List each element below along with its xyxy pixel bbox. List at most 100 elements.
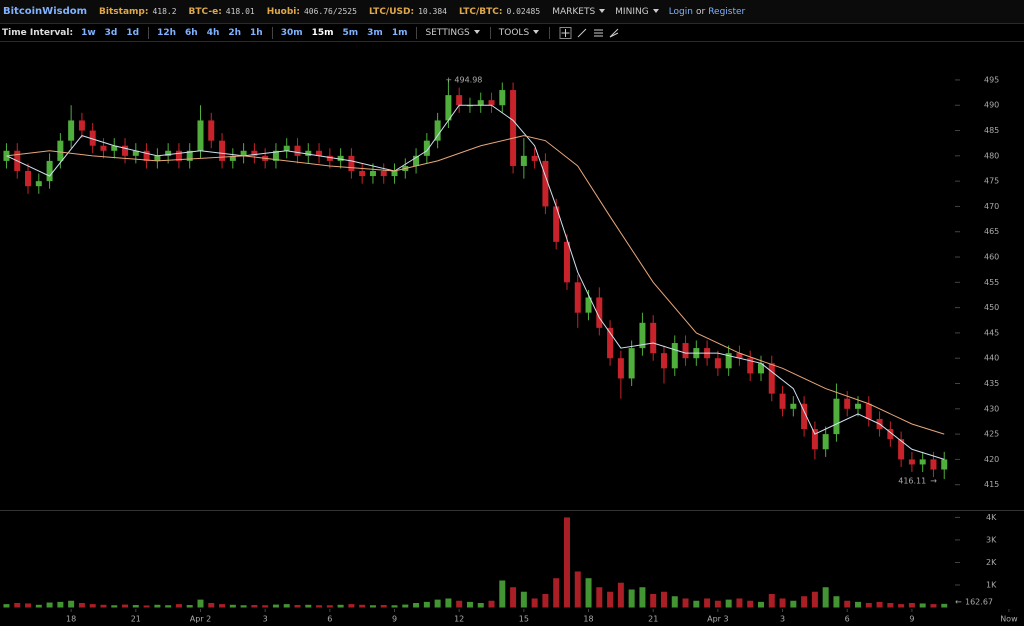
x-tick-label: 9	[909, 615, 914, 624]
tools-menu[interactable]: TOOLS	[499, 28, 539, 38]
ticker-value: 406.76/2525	[303, 6, 357, 16]
x-tick-label: 15	[519, 615, 529, 624]
volume-bar	[3, 604, 10, 608]
intervals: 1w 3d 1d 12h 6h 4h 2h 1h 30m 15m 5m 3m 1m	[81, 26, 416, 39]
ticker-label: Bitstamp:	[99, 6, 149, 17]
candle-body	[855, 403, 862, 409]
interval-button[interactable]: 15m	[311, 27, 334, 38]
candle-body	[660, 353, 667, 369]
ticker[interactable]: LTC/USD: 10.384	[369, 7, 447, 17]
settings-menu[interactable]: SETTINGS	[425, 28, 479, 38]
interval-button[interactable]: 1d	[126, 27, 140, 38]
candle-body	[175, 150, 182, 161]
volume-bar	[553, 578, 560, 608]
ticker[interactable]: Bitstamp: 418.2	[99, 7, 177, 17]
x-tick-label: 18	[583, 615, 593, 624]
candle-body	[865, 403, 872, 419]
interval-button[interactable]: 5m	[342, 27, 359, 38]
register-link[interactable]: Register	[708, 6, 746, 17]
x-tick-label: Apr 2	[190, 615, 211, 624]
candle-body	[240, 150, 247, 156]
candle-body	[563, 241, 570, 283]
volume-bar	[607, 591, 614, 608]
volume-bar	[305, 604, 312, 608]
volume-bar	[262, 605, 269, 608]
volume-bar	[510, 587, 517, 608]
interval-button[interactable]: 6h	[185, 27, 198, 38]
interval-button[interactable]: 2h	[228, 27, 242, 38]
candle-body	[316, 150, 323, 156]
candle-body	[887, 429, 894, 440]
interval-button[interactable]: 30m	[280, 27, 303, 38]
candle-body	[197, 120, 204, 151]
ticker-value: 10.384	[418, 6, 447, 16]
ticker-label: Huobi:	[266, 6, 300, 17]
volume-bar	[165, 605, 172, 608]
interval-button[interactable]: 3d	[104, 27, 118, 38]
ticker[interactable]: Huobi: 406.76/2525	[267, 7, 357, 17]
x-tick-label: 3	[780, 615, 785, 624]
x-tick-label: 6	[327, 615, 332, 624]
ticker[interactable]: BTC-e: 418.01	[189, 7, 255, 17]
volume-bar	[348, 604, 355, 608]
volume-bar	[488, 600, 495, 608]
or-text: or	[695, 6, 706, 17]
y-tick-label: 475	[984, 177, 999, 186]
x-tick-label: 3	[263, 615, 268, 624]
candle-body	[898, 439, 905, 460]
candle-body	[413, 155, 420, 166]
volume-bar	[283, 604, 290, 608]
login-link[interactable]: Login	[668, 6, 693, 17]
x-tick-label: Apr 3	[707, 615, 728, 624]
candle-body	[725, 353, 732, 369]
ticker[interactable]: LTC/BTC: 0.02485	[459, 7, 540, 17]
interval-button[interactable]: 3m	[367, 27, 383, 38]
candle-body	[380, 171, 387, 177]
min-marker: →	[930, 477, 937, 486]
y-tick-label: 450	[984, 303, 999, 312]
volume-bar	[876, 601, 883, 608]
volume-bar	[596, 587, 603, 608]
interval-button[interactable]: 1m	[391, 27, 408, 38]
candle-body	[531, 155, 538, 161]
interval-button[interactable]: 1w	[81, 27, 96, 38]
candle-body	[908, 459, 915, 465]
interval-button[interactable]: 4h	[206, 27, 220, 38]
volume-bar	[434, 599, 441, 608]
volume-bar	[499, 580, 506, 608]
volume-bar	[78, 602, 85, 608]
candle-body	[25, 171, 32, 187]
candle-body	[251, 150, 258, 156]
volume-bar	[833, 596, 840, 608]
volume-bar	[68, 600, 75, 608]
candle-body	[650, 322, 657, 354]
max-marker: +	[445, 76, 452, 85]
candle-body	[488, 100, 495, 106]
interval-button[interactable]: 1h	[250, 27, 263, 38]
separator	[416, 26, 418, 39]
candle-body	[639, 322, 646, 349]
candle-body	[628, 348, 635, 379]
volume-bar	[337, 604, 344, 608]
candle-body	[445, 95, 452, 121]
interval-button[interactable]: 12h	[157, 27, 177, 38]
candle-body	[3, 150, 10, 161]
volume-bar	[757, 601, 764, 608]
drawing-tools[interactable]	[558, 26, 628, 40]
volume-bar	[811, 591, 818, 608]
volume-bar	[801, 596, 808, 608]
candle-body	[671, 343, 678, 369]
mining-menu[interactable]: MINING	[615, 7, 659, 17]
volume-bar	[456, 600, 463, 608]
candle-body	[208, 120, 215, 141]
volume-bar	[197, 599, 204, 608]
volume-bar	[747, 600, 754, 608]
markets-menu[interactable]: MARKETS	[552, 7, 605, 17]
candle-body	[154, 155, 161, 161]
candle-body	[219, 140, 226, 161]
candle-body	[607, 327, 614, 359]
separator	[271, 26, 273, 39]
candle-body	[833, 398, 840, 435]
tickers: Bitstamp: 418.2 BTC-e: 418.01 Huobi: 406.76/2…	[99, 7, 552, 17]
brand[interactable]: BitcoinWisdom	[3, 6, 88, 17]
